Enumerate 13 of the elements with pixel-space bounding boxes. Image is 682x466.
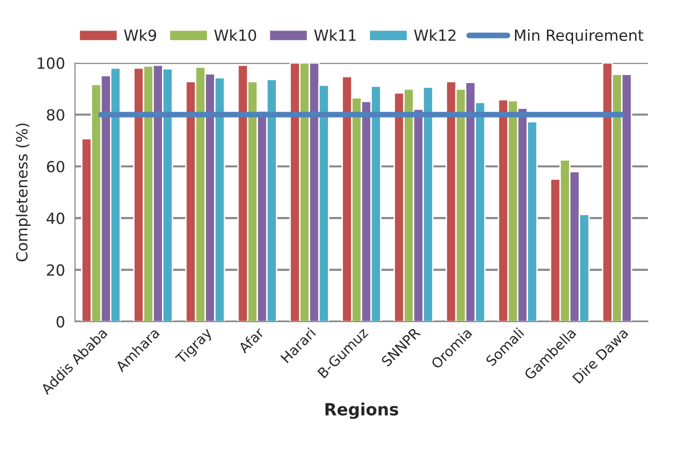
legend-label: Wk9 [124, 29, 156, 42]
legend-label: Min Requirement [514, 29, 644, 44]
y-tick-label: 40 [46, 212, 64, 224]
legend-label: Wk11 [314, 29, 356, 41]
legend-label: Wk12 [414, 29, 456, 41]
legend-label: Wk10 [214, 29, 256, 42]
x-axis-title: Regions [325, 402, 398, 419]
y-tick-label: 20 [46, 264, 64, 276]
y-tick-label: 60 [46, 160, 64, 172]
y-tick-label: 80 [46, 109, 64, 121]
y-tick-label: 0 [56, 316, 64, 328]
y-axis-title: Completeness (%) [16, 124, 31, 262]
y-tick-label: 100 [38, 57, 64, 69]
